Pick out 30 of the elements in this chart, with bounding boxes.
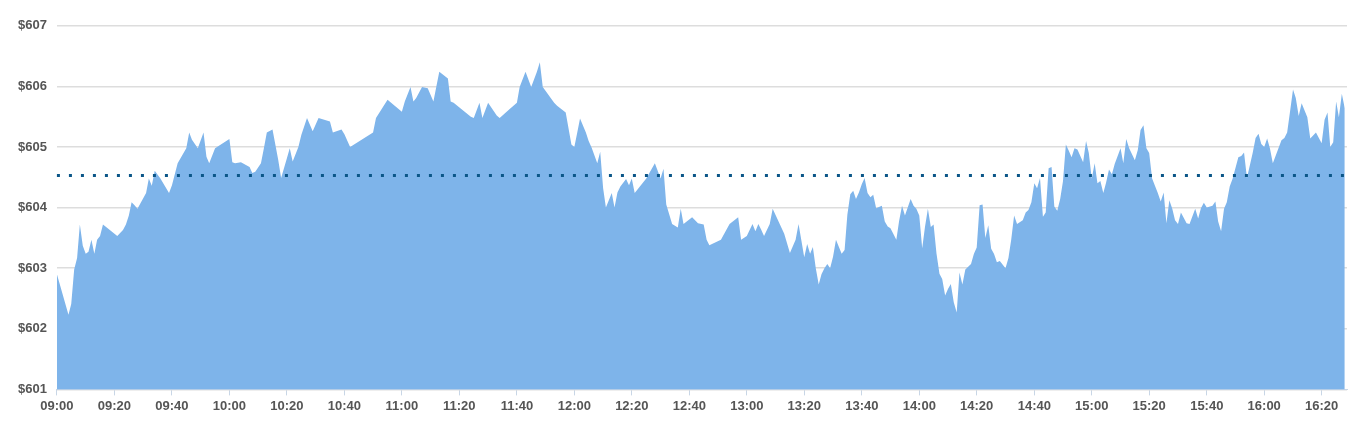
x-tick-label: 13:40	[845, 397, 879, 413]
x-tick-label: 14:40	[1017, 397, 1051, 413]
y-tick-label: $605	[18, 138, 47, 154]
x-tick-label: 09:40	[155, 397, 189, 413]
x-tick-label: 14:00	[902, 397, 936, 413]
x-tick-label: 12:20	[615, 397, 649, 413]
x-tick-label: 14:20	[960, 397, 994, 413]
y-tick-label: $601	[18, 380, 47, 396]
y-tick-label: $604	[18, 199, 48, 215]
x-tick-label: 12:00	[557, 397, 591, 413]
y-tick-label: $602	[18, 320, 47, 336]
y-tick-label: $606	[18, 77, 47, 93]
x-tick-label: 11:40	[500, 397, 534, 413]
x-tick-label: 09:00	[40, 397, 74, 413]
x-tick-label: 09:20	[97, 397, 131, 413]
x-tick-label: 16:00	[1247, 397, 1281, 413]
x-tick-label: 13:00	[730, 397, 764, 413]
x-tick-label: 12:40	[672, 397, 706, 413]
x-tick-label: 16:20	[1305, 397, 1339, 413]
y-tick-label: $607	[18, 17, 47, 33]
x-tick-label: 15:20	[1132, 397, 1166, 413]
x-tick-label: 11:20	[443, 397, 476, 413]
x-tick-label: 11:00	[385, 397, 419, 413]
x-tick-label: 10:00	[212, 397, 247, 413]
x-tick-label: 10:20	[270, 397, 304, 413]
x-tick-label: 15:40	[1190, 397, 1224, 413]
x-tick-label: 15:00	[1075, 397, 1109, 413]
x-tick-label: 13:20	[787, 397, 821, 413]
y-tick-label: $603	[18, 259, 47, 275]
x-tick-label: 10:40	[327, 397, 362, 413]
